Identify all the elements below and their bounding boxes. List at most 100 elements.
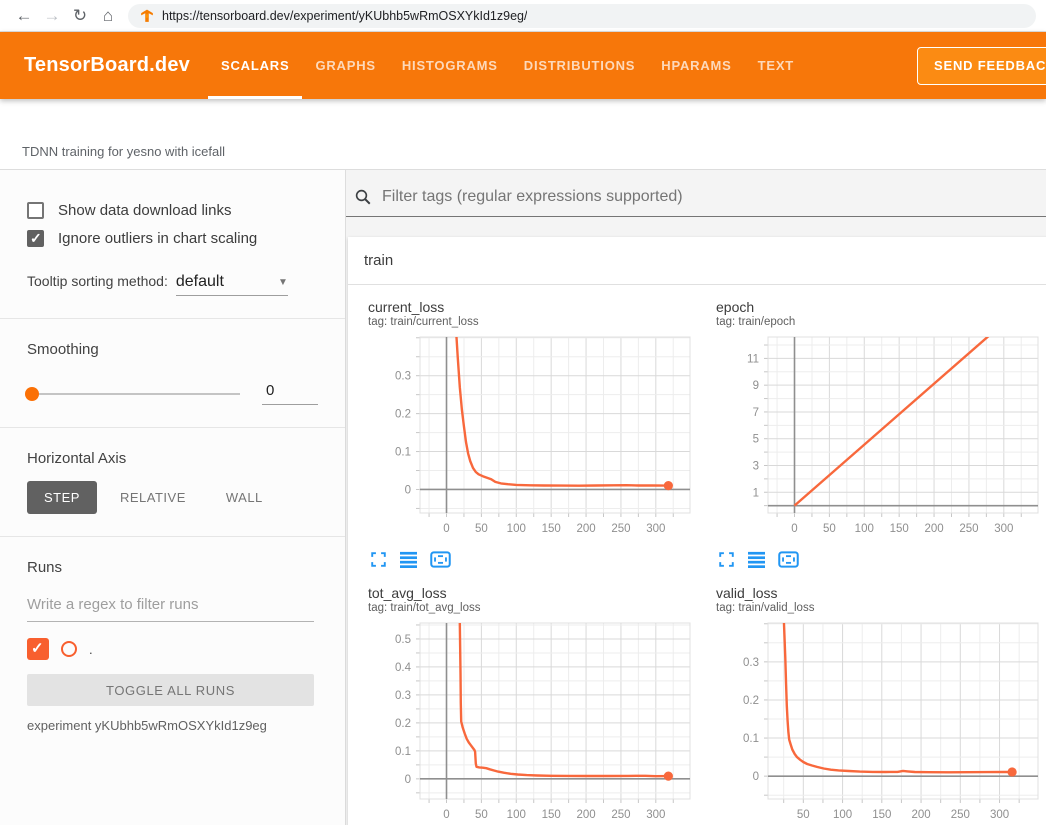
checkbox-label: Ignore outliers in chart scaling — [58, 230, 257, 247]
svg-text:0: 0 — [791, 523, 797, 535]
smoothing-slider[interactable] — [27, 393, 240, 395]
filter-tags-row — [346, 188, 1046, 217]
run-name: . — [89, 642, 93, 657]
svg-text:50: 50 — [475, 809, 488, 821]
svg-text:5: 5 — [753, 434, 759, 446]
chart-title: tot_avg_loss — [368, 585, 704, 601]
run-color-swatch-icon — [61, 641, 77, 657]
reload-icon[interactable]: ↻ — [66, 3, 94, 29]
svg-text:200: 200 — [924, 523, 943, 535]
svg-text:50: 50 — [823, 523, 836, 535]
svg-text:0.2: 0.2 — [395, 718, 411, 730]
data-lines-icon[interactable] — [400, 551, 417, 568]
chart-toolbar — [370, 547, 704, 571]
tab-text[interactable]: TEXT — [745, 32, 807, 99]
svg-text:0: 0 — [443, 809, 449, 821]
chart-canvas-epoch[interactable]: 0501001502002503001357911 — [712, 332, 1046, 543]
divider — [0, 427, 345, 428]
axis-wall-button[interactable]: WALL — [209, 481, 280, 514]
tooltip-sorting-label: Tooltip sorting method: — [27, 273, 168, 289]
svg-text:300: 300 — [646, 523, 665, 535]
svg-text:11: 11 — [747, 353, 759, 365]
svg-text:0.1: 0.1 — [743, 733, 759, 745]
fit-domain-icon[interactable] — [430, 551, 451, 568]
axis-relative-button[interactable]: RELATIVE — [103, 481, 203, 514]
show-download-links-checkbox[interactable]: Show data download links — [27, 202, 318, 219]
tab-graphs[interactable]: GRAPHS — [302, 32, 388, 99]
svg-text:0: 0 — [753, 771, 759, 783]
checkbox-label: Show data download links — [58, 202, 231, 219]
svg-text:200: 200 — [911, 809, 930, 821]
tab-histograms[interactable]: HISTOGRAMS — [389, 32, 511, 99]
axis-step-button[interactable]: STEP — [27, 481, 97, 514]
chart-valid_loss: valid_losstag: train/valid_loss501001502… — [712, 583, 1046, 825]
toggle-all-runs-button[interactable]: TOGGLE ALL RUNS — [27, 674, 314, 706]
forward-icon[interactable]: → — [38, 3, 66, 29]
svg-text:100: 100 — [833, 809, 852, 821]
expand-icon[interactable] — [370, 551, 387, 568]
train-group-header[interactable]: train — [348, 237, 1046, 285]
svg-text:300: 300 — [646, 809, 665, 821]
address-bar[interactable]: https://tensorboard.dev/experiment/yKUbh… — [128, 4, 1036, 28]
svg-text:0: 0 — [405, 484, 411, 496]
chart-title: current_loss — [368, 299, 704, 315]
ignore-outliers-checkbox[interactable]: Ignore outliers in chart scaling — [27, 230, 318, 247]
filter-tags-input[interactable] — [382, 188, 1046, 206]
svg-text:100: 100 — [507, 523, 526, 535]
back-icon[interactable]: ← — [10, 3, 38, 29]
slider-thumb[interactable] — [25, 387, 39, 401]
svg-text:50: 50 — [475, 523, 488, 535]
chart-canvas-current_loss[interactable]: 05010015020025030000.10.20.3 — [364, 332, 700, 543]
app-header: TensorBoard.dev SCALARS GRAPHS HISTOGRAM… — [0, 32, 1046, 99]
fit-domain-icon[interactable] — [778, 551, 799, 568]
url-text: https://tensorboard.dev/experiment/yKUbh… — [162, 9, 527, 23]
svg-text:300: 300 — [990, 809, 1009, 821]
checkbox-checked-icon[interactable] — [27, 230, 44, 247]
smoothing-value-field[interactable]: 0 — [262, 382, 318, 405]
data-lines-icon[interactable] — [748, 551, 765, 568]
search-icon — [354, 188, 372, 206]
svg-text:100: 100 — [507, 809, 526, 821]
svg-text:9: 9 — [753, 380, 759, 392]
divider — [0, 318, 345, 319]
chart-canvas-valid_loss[interactable]: 5010015020025030000.10.20.3 — [712, 618, 1046, 825]
svg-text:0.3: 0.3 — [395, 690, 411, 702]
svg-text:0.1: 0.1 — [395, 447, 411, 459]
send-feedback-button[interactable]: SEND FEEDBACK — [917, 47, 1046, 85]
chart-tot_avg_loss: tot_avg_losstag: train/tot_avg_loss 0 50 10… — [364, 583, 704, 825]
experiment-id-label: experiment yKUbhb5wRmOSXYkId1z9eg — [27, 718, 318, 733]
svg-text:7: 7 — [753, 407, 759, 419]
chart-tag: tag: train/tot_avg_loss — [368, 602, 704, 614]
home-icon[interactable]: ⌂ — [94, 3, 122, 29]
expand-icon[interactable] — [718, 551, 735, 568]
svg-text:3: 3 — [753, 460, 759, 472]
svg-text:1: 1 — [753, 487, 759, 499]
svg-text:0.1: 0.1 — [395, 746, 411, 758]
svg-text:200: 200 — [576, 523, 595, 535]
main-panel: train current_losstag: train/current_los… — [346, 170, 1046, 825]
train-group-card: train current_losstag: train/current_los… — [348, 237, 1046, 825]
chart-current_loss: current_losstag: train/current_loss05010… — [364, 297, 704, 571]
runs-label: Runs — [27, 559, 318, 576]
tab-distributions[interactable]: DISTRIBUTIONS — [511, 32, 649, 99]
charts-grid: current_losstag: train/current_loss05010… — [348, 285, 1046, 825]
chart-tag: tag: train/epoch — [716, 316, 1046, 328]
run-checkbox-checked-icon[interactable] — [27, 638, 49, 660]
experiment-title: TDNN training for yesno with icefall — [22, 144, 225, 159]
tab-hparams[interactable]: HPARAMS — [648, 32, 744, 99]
smoothing-slider-row: 0 — [27, 382, 318, 405]
tooltip-sorting-dropdown[interactable]: default ▼ — [176, 273, 288, 296]
tooltip-sorting-row: Tooltip sorting method: default ▼ — [27, 273, 318, 296]
tab-scalars[interactable]: SCALARS — [208, 32, 302, 99]
runs-filter-input[interactable] — [27, 592, 314, 622]
tensorboard-favicon — [140, 9, 154, 23]
experiment-subheader: TDNN training for yesno with icefall — [0, 99, 1046, 170]
nav-tabs: SCALARS GRAPHS HISTOGRAMS DISTRIBUTIONS … — [208, 32, 807, 99]
run-row[interactable]: . — [27, 638, 318, 660]
chart-toolbar — [718, 547, 1046, 571]
divider — [0, 536, 345, 537]
settings-sidebar: Show data download links Ignore outliers… — [0, 170, 346, 825]
checkbox-unchecked-icon[interactable] — [27, 202, 44, 219]
chart-canvas-tot_avg_loss[interactable]: 05010015020025030000.10.20.30.40.5 — [364, 618, 700, 825]
smoothing-label: Smoothing — [27, 341, 318, 358]
